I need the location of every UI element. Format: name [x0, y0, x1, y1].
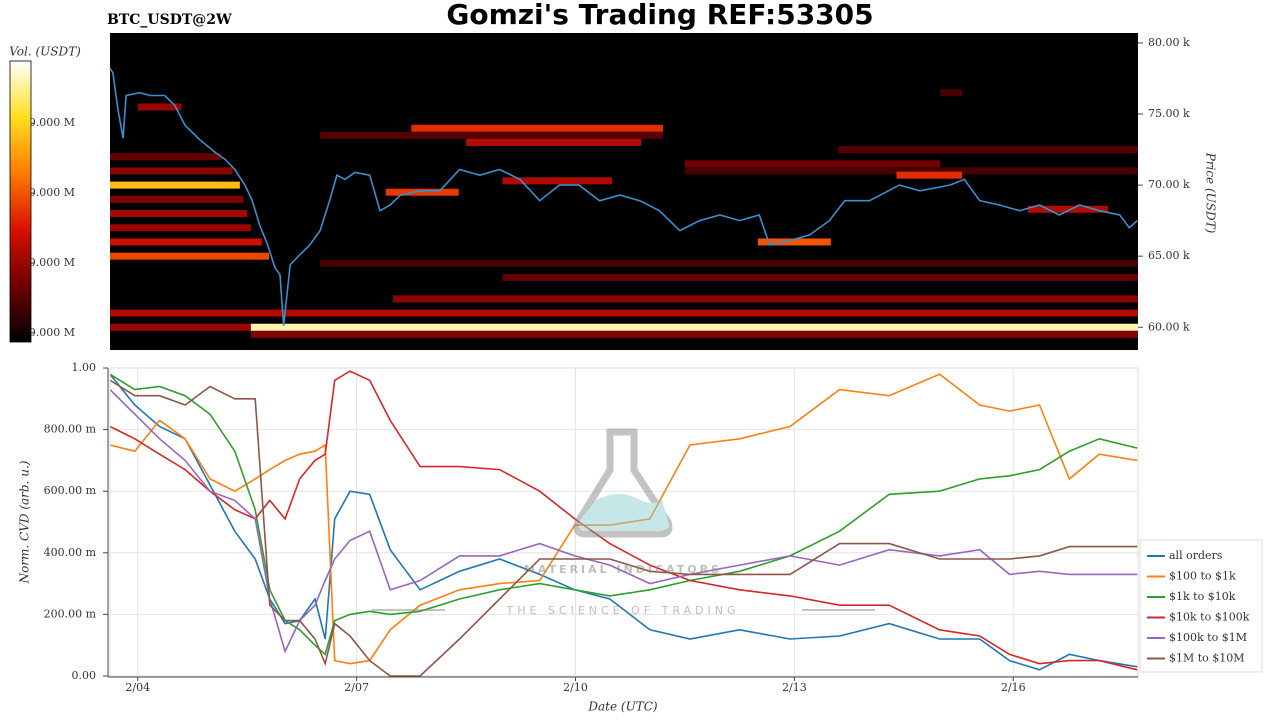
x-tick-label: 2/07	[344, 681, 369, 694]
colorbar-tick-label: 10.000 M	[22, 326, 75, 339]
page-title: Gomzi's Trading REF:53305	[446, 0, 873, 31]
heat-cell	[1027, 205, 1109, 213]
heat-cell	[110, 309, 1138, 317]
heat-cell	[110, 323, 251, 331]
heat-cell	[110, 210, 248, 218]
legend	[1139, 539, 1263, 673]
legend-label: $1k to $10k	[1169, 590, 1236, 603]
heat-cell	[137, 103, 182, 111]
heat-cell	[320, 259, 1138, 267]
y-tick-label: 200.00 m	[44, 607, 97, 620]
legend-label: $10k to $100k	[1169, 611, 1250, 624]
heat-cell	[684, 167, 1138, 175]
heat-cell	[250, 323, 1139, 331]
heat-cell	[110, 252, 270, 260]
heat-cell	[110, 181, 240, 189]
watermark	[372, 428, 875, 611]
y-tick-label: 800.00 m	[44, 423, 97, 436]
y-tick-label: 1.00	[72, 361, 97, 374]
heat-cell	[684, 160, 941, 168]
colorbar	[9, 60, 32, 343]
heat-cell	[757, 238, 831, 246]
heat-cell	[411, 124, 664, 132]
heat-cell	[250, 330, 1139, 338]
legend-label: all orders	[1169, 549, 1223, 562]
legend-label: $100 to $1k	[1169, 570, 1236, 583]
x-tick-label: 2/16	[1001, 681, 1026, 694]
heat-cell	[502, 177, 612, 185]
heat-cell	[320, 131, 664, 139]
cvd-line	[109, 373, 1138, 671]
colorbar-tick-label: 30.000 M	[22, 186, 75, 199]
cvd-line	[109, 373, 1138, 656]
heatmap-panel	[110, 33, 1138, 350]
x-tick-label: 2/13	[782, 681, 807, 694]
heat-cell	[940, 89, 963, 97]
heat-cell	[896, 171, 963, 179]
legend-label: $100k to $1M	[1169, 631, 1247, 644]
x-tick-label: 2/04	[125, 681, 150, 694]
heat-cell	[466, 138, 642, 146]
heat-cell	[110, 195, 244, 203]
heat-cell	[393, 295, 1139, 303]
y-tick-label: 400.00 m	[44, 546, 97, 559]
y-tick-label: 70.00 k	[1148, 178, 1190, 191]
price-line	[109, 68, 1138, 326]
x-axis-label: Date (UTC)	[587, 700, 657, 714]
y-tick-label: 65.00 k	[1148, 249, 1190, 262]
watermark-liquid	[578, 494, 669, 530]
x-tick-label: 2/10	[563, 681, 588, 694]
legend-label: $1M to $10M	[1169, 652, 1245, 665]
colorbar-tick-label: 20.000 M	[22, 256, 75, 269]
heat-cell	[110, 167, 233, 175]
y-axis-label: Norm. CVD (arb. u.)	[18, 460, 32, 584]
heat-cell	[110, 238, 262, 246]
watermark-title: MATERIAL INDICATORS	[524, 563, 722, 576]
y-tick-label: 75.00 k	[1148, 107, 1190, 120]
heat-cell	[110, 224, 251, 232]
cvd-line	[109, 370, 1138, 671]
colorbar-tick-label: 40.000 M	[22, 116, 75, 129]
y-tick-label: 0.00	[72, 669, 97, 682]
cvd-line	[109, 389, 1138, 654]
cvd-line	[109, 373, 1138, 665]
y-axis-label: Price (USDT)	[1204, 152, 1218, 234]
heat-cell	[502, 274, 1139, 282]
heat-cell	[838, 146, 1138, 154]
cvd-line	[109, 379, 1138, 677]
colorbar-label: Vol. (USDT)	[9, 45, 81, 59]
watermark-subtitle: THE SCIENCE OF TRADING	[505, 604, 739, 617]
heat-cell	[110, 153, 222, 161]
y-tick-label: 60.00 k	[1148, 320, 1190, 333]
chart-title: BTC_USDT@2W	[107, 12, 232, 28]
y-tick-label: 80.00 k	[1148, 36, 1190, 49]
heat-cell	[385, 188, 459, 196]
y-tick-label: 600.00 m	[44, 484, 97, 497]
